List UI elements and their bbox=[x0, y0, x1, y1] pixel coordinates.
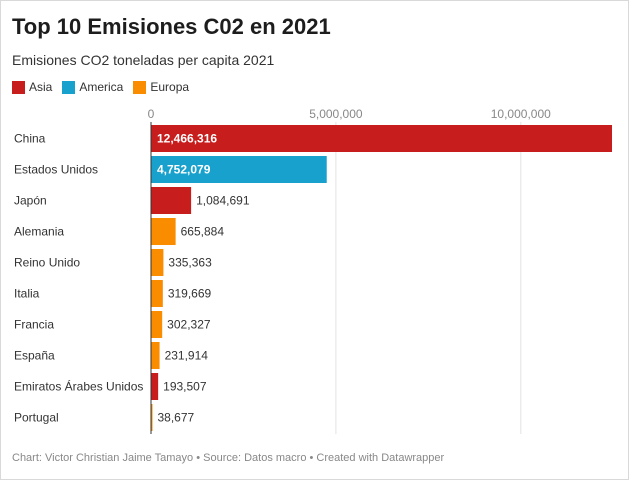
value-label-portugal: 38,677 bbox=[158, 411, 195, 425]
x-tick-label-0: 0 bbox=[148, 107, 155, 121]
bar-francia bbox=[151, 311, 163, 338]
value-label-japon: 1,084,691 bbox=[196, 194, 250, 208]
category-label-portugal: Portugal bbox=[14, 411, 59, 425]
legend-swatch-america bbox=[62, 80, 76, 94]
value-label-espana: 231,914 bbox=[165, 349, 209, 363]
chart-subtitle: Emisiones CO2 toneladas per capita 2021 bbox=[12, 52, 275, 68]
bar-emiratos-arabes-unidos bbox=[151, 373, 159, 400]
legend-label-america: America bbox=[79, 80, 124, 94]
x-tick-label-1: 5,000,000 bbox=[309, 107, 363, 121]
category-label-alemania: Alemania bbox=[14, 225, 64, 239]
legend-item-asia: Asia bbox=[12, 80, 52, 94]
value-label-italia: 319,669 bbox=[168, 287, 212, 301]
bar-espana bbox=[151, 342, 160, 369]
value-label-francia: 302,327 bbox=[167, 318, 211, 332]
legend-label-asia: Asia bbox=[29, 80, 53, 94]
category-label-japon: Japón bbox=[14, 194, 47, 208]
category-label-estados-unidos: Estados Unidos bbox=[14, 163, 98, 177]
legend-swatch-europa bbox=[133, 80, 147, 94]
category-label-china: China bbox=[14, 132, 46, 146]
legend-swatch-asia bbox=[12, 80, 25, 94]
category-label-espana: España bbox=[14, 349, 55, 363]
legend-item-america: America bbox=[62, 80, 123, 94]
value-label-alemania: 665,884 bbox=[181, 225, 225, 239]
legend-label-europa: Europa bbox=[150, 80, 190, 94]
bar-japon bbox=[151, 187, 192, 214]
category-label-francia: Francia bbox=[14, 318, 54, 332]
bar-alemania bbox=[151, 218, 176, 245]
category-label-reino-unido: Reino Unido bbox=[14, 256, 80, 270]
category-label-italia: Italia bbox=[14, 287, 40, 301]
value-label-china: 12,466,316 bbox=[157, 132, 217, 146]
bar-china bbox=[151, 125, 612, 152]
value-label-estados-unidos: 4,752,079 bbox=[157, 163, 211, 177]
bar-estados-unidos bbox=[151, 156, 327, 183]
bar-italia bbox=[151, 280, 163, 307]
category-label-emiratos-arabes-unidos: Emiratos Árabes Unidos bbox=[14, 379, 143, 394]
legend-item-europa: Europa bbox=[133, 80, 189, 94]
value-label-emiratos-arabes-unidos: 193,507 bbox=[163, 380, 207, 394]
x-tick-label-2: 10,000,000 bbox=[491, 107, 551, 121]
value-label-reino-unido: 335,363 bbox=[168, 256, 212, 270]
chart-footer: Chart: Victor Christian Jaime Tamayo • S… bbox=[12, 452, 445, 464]
legend: Asia America Europa bbox=[12, 80, 189, 94]
chart-title: Top 10 Emisiones C02 en 2021 bbox=[12, 14, 331, 39]
bar-reino-unido bbox=[151, 249, 164, 276]
bar-portugal bbox=[151, 404, 153, 431]
